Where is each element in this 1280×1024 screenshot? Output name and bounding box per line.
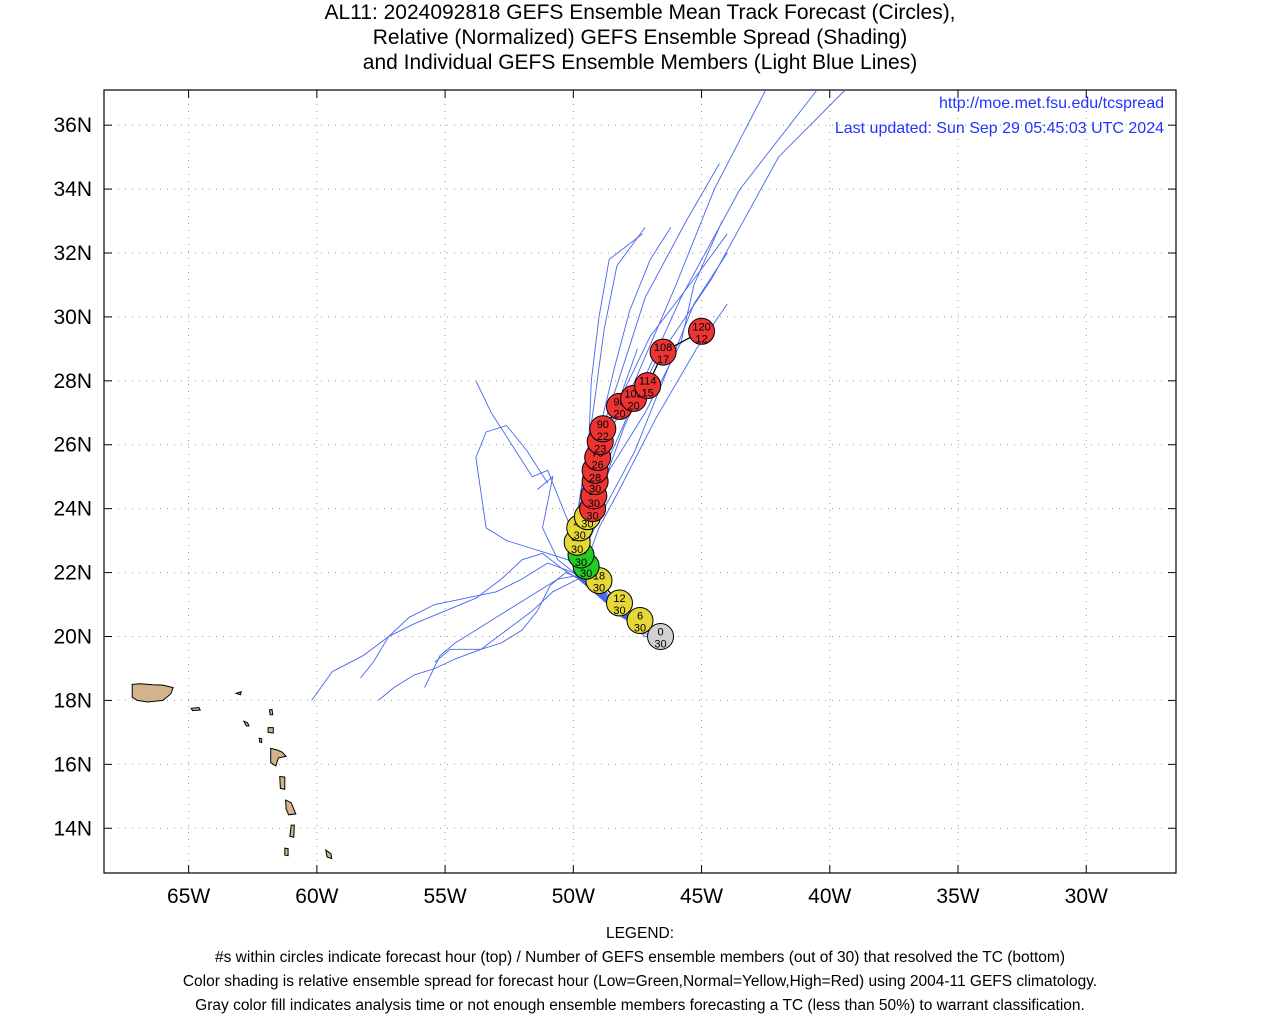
forecast-circle[interactable]: 030 [647, 623, 675, 651]
lat-tick-label: 36N [53, 114, 92, 137]
member-count-label: 28 [589, 472, 601, 484]
member-count-label: 20 [613, 408, 625, 420]
ensemble-member-tracks [311, 89, 846, 701]
land-layer [131, 683, 333, 860]
member-count-label: 30 [593, 583, 605, 595]
title-line-1: AL11: 2024092818 GEFS Ensemble Mean Trac… [324, 1, 956, 24]
member-track [577, 89, 767, 637]
lat-tick-label: 34N [53, 178, 92, 201]
lon-tick-label: 55W [423, 885, 466, 908]
forecast-hour-label: 108 [654, 342, 672, 354]
member-count-label: 30 [589, 484, 601, 496]
member-count-label: 17 [657, 354, 669, 366]
forecast-hour-label: 6 [637, 611, 643, 623]
forecast-circle-fill [634, 372, 662, 400]
lat-tick-label: 24N [53, 498, 92, 521]
lon-tick-label: 60W [295, 885, 338, 908]
forecast-hour-label: 120 [692, 321, 710, 333]
lat-tick-label: 18N [53, 689, 92, 712]
island-antigua [267, 727, 274, 734]
forecast-circle-fill [647, 623, 675, 651]
member-count-label: 30 [574, 530, 586, 542]
lat-tick-label: 16N [53, 753, 92, 776]
forecast-circle-fill [649, 338, 677, 366]
gridlines [104, 90, 1176, 873]
lat-tick-label: 30N [53, 306, 92, 329]
lon-tick-label: 40W [808, 885, 851, 908]
lat-tick-label: 32N [53, 242, 92, 265]
island-dominica [279, 775, 286, 790]
member-count-label: 22 [597, 431, 609, 443]
lon-tick-label: 35W [936, 885, 979, 908]
island-barbados [325, 848, 333, 860]
forecast-hour-label: 0 [657, 627, 663, 639]
forecast-circle-fill [589, 415, 617, 443]
member-count-label: 30 [588, 498, 600, 510]
island-anguilla [234, 691, 242, 696]
member-count-label: 12 [695, 333, 707, 345]
title-line-2: Relative (Normalized) GEFS Ensemble Spre… [372, 26, 908, 49]
island-st-lucia [289, 824, 295, 838]
title-line-3: and Individual GEFS Ensemble Members (Li… [362, 51, 918, 74]
forecast-hour-label: 90 [597, 419, 609, 431]
legend-line-3: Gray color fill indicates analysis time … [195, 997, 1085, 1014]
forecast-circle-fill [626, 607, 654, 635]
lat-tick-label: 14N [53, 817, 92, 840]
legend: LEGEND: #s within circles indicate forec… [0, 922, 1280, 1018]
island-puerto-rico [131, 683, 174, 703]
member-count-label: 20 [627, 400, 639, 412]
lon-tick-label: 45W [680, 885, 723, 908]
member-count-label: 30 [575, 557, 587, 569]
legend-heading: LEGEND: [605, 925, 675, 942]
lat-tick-label: 20N [53, 626, 92, 649]
axis-labels: 14N 16N 18N 20N 22N 24N 26N 28N 30N 32N 34N 36N 65W 6… [53, 90, 1176, 908]
member-track [378, 578, 661, 701]
lat-tick-label: 26N [53, 434, 92, 457]
member-track [580, 89, 846, 637]
island-st-kitts [242, 720, 250, 727]
lat-tick-label: 22N [53, 562, 92, 585]
source-url[interactable]: http://moe.met.fsu.edu/tcspread [939, 95, 1164, 112]
member-count-label: 23 [594, 444, 606, 456]
member-count-label: 15 [642, 388, 654, 400]
last-updated: Last updated: Sun Sep 29 05:45:03 UTC 20… [835, 120, 1164, 137]
island-guadeloupe [270, 747, 288, 767]
island-st-vincent [284, 847, 289, 857]
island-martinique [285, 799, 297, 816]
lon-tick-label: 30W [1065, 885, 1108, 908]
lon-tick-label: 65W [167, 885, 210, 908]
member-count-label: 30 [654, 639, 666, 651]
lat-tick-label: 28N [53, 370, 92, 393]
forecast-hour-label: 12 [613, 593, 625, 605]
member-count-label: 26 [592, 460, 604, 472]
legend-line-2: Color shading is relative ensemble sprea… [182, 973, 1098, 990]
forecast-circle[interactable]: 630 [626, 607, 654, 635]
island-st-croix [190, 706, 201, 712]
member-count-label: 30 [634, 623, 646, 635]
island-barbuda [268, 708, 274, 716]
forecast-circle-fill [688, 317, 716, 345]
member-count-label: 30 [571, 544, 583, 556]
member-count-label: 30 [613, 605, 625, 617]
lon-tick-label: 50W [552, 885, 595, 908]
forecast-hour-label: 114 [639, 376, 657, 388]
chart-title: AL11: 2024092818 GEFS Ensemble Mean Trac… [0, 0, 1280, 75]
member-count-label: 30 [580, 568, 592, 580]
forecast-circle-fill [605, 589, 633, 617]
member-track [311, 562, 661, 701]
mean-track: 0306301230183024303030363042304830543060… [563, 317, 716, 651]
island-montserrat [258, 737, 263, 744]
map-frame [103, 89, 1177, 874]
legend-line-1: #s within circles indicate forecast hour… [215, 949, 1065, 966]
member-count-label: 30 [586, 511, 598, 523]
